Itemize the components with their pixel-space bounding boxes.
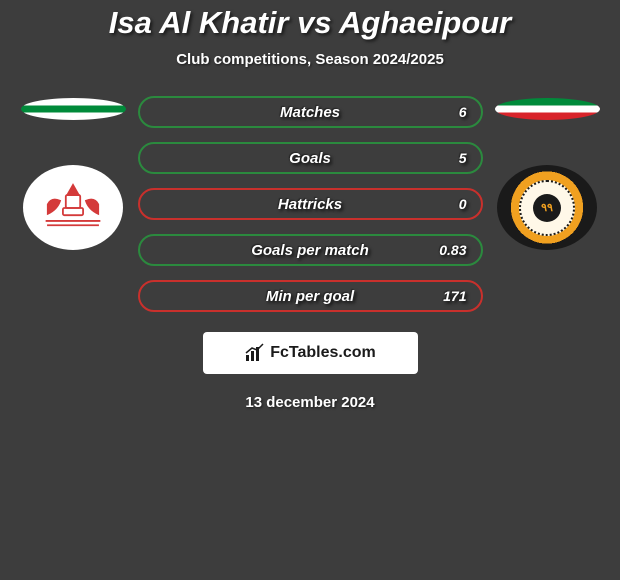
stat-value: 171 <box>443 288 466 304</box>
page-title: Isa Al Khatir vs Aghaeipour <box>109 5 512 41</box>
left-player-column <box>21 96 126 250</box>
stat-bar: Goals per match 0.83 <box>138 234 483 266</box>
stat-value: 0.83 <box>439 242 466 258</box>
right-player-column: ۹۹ <box>495 96 600 250</box>
footer-date: 13 december 2024 <box>245 394 374 411</box>
stat-label: Goals per match <box>251 242 369 259</box>
stat-value: 6 <box>459 104 467 120</box>
main-row: Matches 6 Goals 5 Hattricks 0 Goals per match 0… <box>0 96 620 312</box>
stat-label: Goals <box>289 150 331 167</box>
stat-label: Matches <box>280 104 340 121</box>
right-club-core-icon: ۹۹ <box>533 194 561 222</box>
left-club-logo-icon <box>37 178 109 238</box>
brand-label: FcTables.com <box>270 344 376 362</box>
stat-label: Hattricks <box>278 196 342 213</box>
stat-value: 5 <box>459 150 467 166</box>
stat-bar: Min per goal 171 <box>138 280 483 312</box>
right-flag-icon <box>495 98 600 120</box>
right-club-inner-icon: ۹۹ <box>519 180 575 236</box>
right-club-badge: ۹۹ <box>497 165 597 250</box>
subtitle: Club competitions, Season 2024/2025 <box>176 51 444 68</box>
stat-bar: Matches 6 <box>138 96 483 128</box>
chart-icon <box>244 343 266 363</box>
stat-bar: Hattricks 0 <box>138 188 483 220</box>
stat-label: Min per goal <box>266 288 354 305</box>
stat-value: 0 <box>459 196 467 212</box>
stat-bar: Goals 5 <box>138 142 483 174</box>
left-flag-icon <box>21 98 126 120</box>
footer-brand-box: FcTables.com <box>203 332 418 374</box>
left-club-badge <box>23 165 123 250</box>
comparison-infographic: Isa Al Khatir vs Aghaeipour Club competi… <box>0 0 620 411</box>
stats-column: Matches 6 Goals 5 Hattricks 0 Goals per match 0… <box>138 96 483 312</box>
